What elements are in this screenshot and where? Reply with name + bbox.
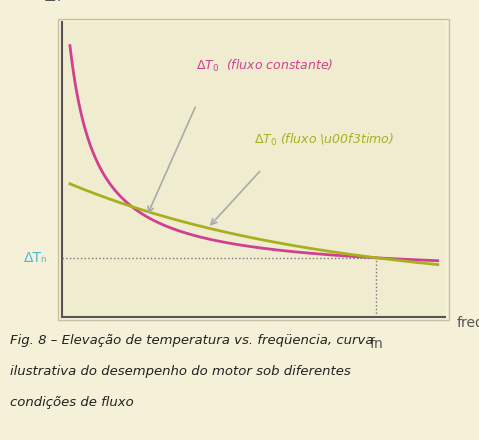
- Text: $\Delta T_0$ (fluxo \u00f3timo): $\Delta T_0$ (fluxo \u00f3timo): [254, 132, 394, 148]
- Text: fn: fn: [370, 337, 383, 352]
- Text: freq: freq: [457, 315, 479, 330]
- Text: Fig. 8 – Elevação de temperatura vs. freqüencia, curva: Fig. 8 – Elevação de temperatura vs. fre…: [10, 334, 373, 348]
- Text: ΔT: ΔT: [45, 0, 65, 4]
- Text: condições de fluxo: condições de fluxo: [10, 396, 133, 409]
- Text: $\Delta T_0$  (fluxo constante): $\Delta T_0$ (fluxo constante): [196, 58, 334, 74]
- Text: ΔTₙ: ΔTₙ: [23, 251, 47, 265]
- Text: ilustrativa do desempenho do motor sob diferentes: ilustrativa do desempenho do motor sob d…: [10, 365, 350, 378]
